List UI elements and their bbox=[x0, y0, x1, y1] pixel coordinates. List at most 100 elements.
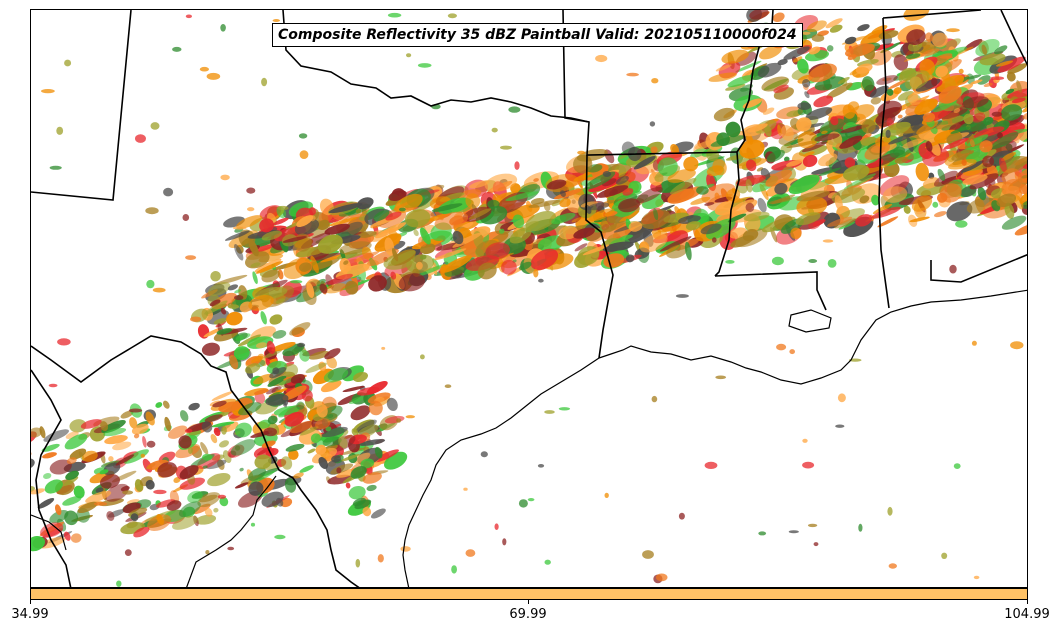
reflectivity-blob bbox=[1022, 104, 1027, 113]
reflectivity-blob bbox=[267, 415, 278, 425]
reflectivity-blob bbox=[299, 426, 319, 436]
reflectivity-blob bbox=[290, 280, 303, 284]
reflectivity-blob bbox=[387, 12, 402, 18]
reflectivity-blob bbox=[914, 98, 938, 115]
reflectivity-blob bbox=[145, 207, 159, 215]
reflectivity-blob bbox=[480, 451, 488, 458]
reflectivity-blob bbox=[1007, 63, 1027, 74]
reflectivity-blob bbox=[589, 208, 615, 222]
reflectivity-blob bbox=[710, 135, 745, 147]
reflectivity-blob bbox=[982, 155, 995, 168]
reflectivity-blob bbox=[322, 436, 342, 447]
reflectivity-blob bbox=[990, 132, 1019, 150]
reflectivity-blob bbox=[244, 363, 261, 374]
reflectivity-blob bbox=[544, 410, 555, 414]
reflectivity-blob bbox=[352, 372, 369, 382]
reflectivity-blob bbox=[902, 138, 923, 149]
reflectivity-blob bbox=[342, 385, 365, 393]
reflectivity-blob bbox=[469, 180, 490, 189]
reflectivity-blob bbox=[317, 219, 330, 231]
reflectivity-blob bbox=[903, 205, 911, 214]
reflectivity-blob bbox=[250, 470, 276, 484]
coastline-mexico bbox=[31, 475, 277, 587]
reflectivity-blob bbox=[619, 210, 640, 223]
reflectivity-blob bbox=[325, 426, 332, 432]
reflectivity-blob bbox=[740, 84, 753, 92]
reflectivity-blob bbox=[981, 131, 1002, 143]
reflectivity-blob bbox=[282, 385, 307, 401]
reflectivity-blob bbox=[289, 420, 315, 434]
reflectivity-blob bbox=[307, 448, 316, 454]
reflectivity-blob bbox=[330, 463, 354, 475]
reflectivity-blob bbox=[512, 214, 525, 229]
reflectivity-blob bbox=[837, 393, 846, 403]
reflectivity-blob bbox=[955, 220, 968, 228]
reflectivity-blob bbox=[274, 534, 286, 540]
reflectivity-blob bbox=[250, 262, 261, 268]
reflectivity-blob bbox=[675, 294, 689, 298]
reflectivity-blob bbox=[319, 283, 328, 294]
reflectivity-blob bbox=[57, 338, 71, 346]
reflectivity-blob bbox=[254, 454, 272, 470]
reflectivity-blob bbox=[216, 328, 233, 335]
reflectivity-blob bbox=[911, 195, 933, 212]
reflectivity-blob bbox=[373, 210, 390, 222]
reflectivity-blob bbox=[958, 68, 964, 74]
reflectivity-blob bbox=[829, 24, 843, 33]
reflectivity-blob bbox=[844, 36, 857, 45]
reflectivity-blob bbox=[950, 123, 978, 134]
reflectivity-blob bbox=[130, 513, 139, 522]
reflectivity-blob bbox=[997, 56, 1026, 73]
reflectivity-blob bbox=[774, 182, 788, 195]
reflectivity-blob bbox=[234, 289, 241, 294]
reflectivity-blob bbox=[827, 259, 837, 268]
reflectivity-blob bbox=[771, 256, 784, 266]
reflectivity-blob bbox=[802, 461, 815, 469]
reflectivity-blob bbox=[519, 261, 532, 271]
reflectivity-blob bbox=[624, 223, 654, 244]
geographic-boundaries bbox=[31, 10, 1027, 587]
reflectivity-blob bbox=[190, 316, 202, 322]
reflectivity-blob bbox=[357, 231, 377, 238]
reflectivity-blob bbox=[115, 454, 135, 466]
reflectivity-blob bbox=[66, 457, 77, 465]
reflectivity-blob bbox=[213, 427, 221, 437]
reflectivity-blob bbox=[39, 426, 46, 439]
reflectivity-blob bbox=[893, 87, 902, 95]
reflectivity-blob bbox=[31, 451, 32, 457]
colorbar-tick bbox=[1027, 600, 1028, 604]
reflectivity-blob bbox=[146, 279, 155, 289]
reflectivity-blob bbox=[234, 422, 252, 438]
reflectivity-blob bbox=[259, 218, 275, 233]
reflectivity-blob bbox=[847, 101, 860, 112]
reflectivity-blob bbox=[205, 550, 210, 555]
reflectivity-blob bbox=[400, 546, 411, 552]
reflectivity-blob bbox=[42, 452, 57, 459]
reflectivity-blob bbox=[826, 82, 853, 99]
reflectivity-blob bbox=[326, 356, 338, 369]
reflectivity-blob bbox=[200, 442, 209, 455]
reflectivity-blob bbox=[31, 458, 35, 470]
reflectivity-blob bbox=[204, 300, 228, 315]
reflectivity-blob bbox=[651, 395, 658, 403]
reflectivity-blob bbox=[937, 168, 946, 181]
reflectivity-blob bbox=[788, 174, 820, 195]
reflectivity-blob bbox=[897, 114, 903, 119]
reflectivity-blob bbox=[336, 467, 342, 474]
reflectivity-blob bbox=[465, 549, 476, 557]
reflectivity-blob bbox=[636, 186, 663, 204]
reflectivity-blob bbox=[808, 63, 837, 83]
reflectivity-blob bbox=[528, 199, 561, 208]
reflectivity-blob bbox=[195, 514, 217, 525]
reflectivity-blob bbox=[759, 45, 782, 60]
reflectivity-blob bbox=[218, 440, 230, 448]
reflectivity-blob bbox=[765, 169, 793, 187]
reflectivity-blob bbox=[508, 106, 521, 113]
reflectivity-blob bbox=[135, 134, 146, 143]
colorbar-tick-label-min: 34.99 bbox=[11, 607, 49, 622]
reflectivity-blob bbox=[970, 79, 983, 85]
reflectivity-blob bbox=[803, 151, 815, 157]
reflectivity-blob bbox=[172, 46, 182, 52]
reflectivity-blob bbox=[245, 251, 270, 269]
reflectivity-blob bbox=[546, 179, 567, 190]
